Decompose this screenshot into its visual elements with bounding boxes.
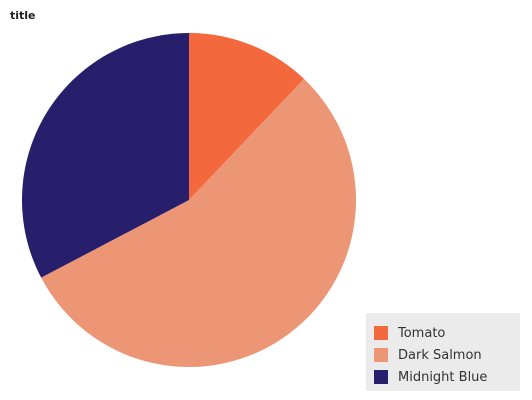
legend-label-midnight-blue: Midnight Blue — [398, 369, 488, 385]
pie-slices — [21, 33, 356, 367]
legend-swatch-dark-salmon — [374, 348, 388, 362]
legend: Tomato Dark Salmon Midnight Blue — [366, 313, 520, 391]
pie-slice-dark-salmon — [41, 78, 356, 367]
legend-label-tomato: Tomato — [398, 325, 446, 341]
pie-slice-midnight-blue — [21, 33, 189, 278]
legend-swatch-midnight-blue — [374, 370, 388, 384]
legend-label-dark-salmon: Dark Salmon — [398, 347, 482, 363]
pie-slice-tomato — [189, 33, 305, 200]
legend-item-midnight-blue: Midnight Blue — [374, 366, 520, 388]
chart-title: title — [10, 9, 36, 22]
legend-swatch-tomato — [374, 326, 388, 340]
legend-item-dark-salmon: Dark Salmon — [374, 344, 520, 366]
legend-item-tomato: Tomato — [374, 322, 520, 344]
